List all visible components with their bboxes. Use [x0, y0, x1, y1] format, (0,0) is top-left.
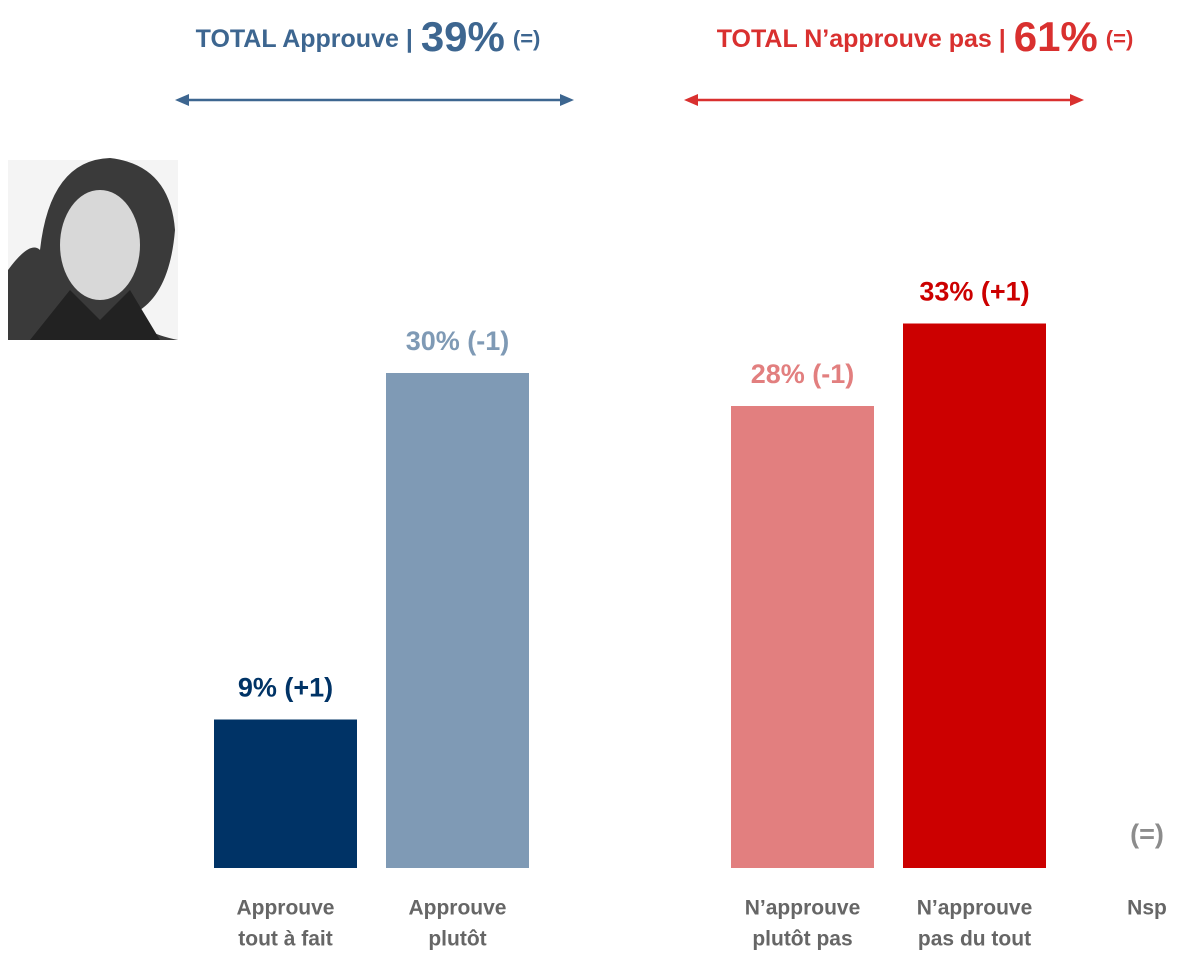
value-label: 30% (-1)	[406, 326, 510, 356]
total-header: TOTAL Approuve | 39% (=)	[196, 13, 541, 60]
chart: TOTAL Approuve |39%(=)TOTAL N’approuve p…	[0, 0, 1190, 955]
total-label: TOTAL N’approuve pas |	[717, 25, 1006, 53]
category-label: N’approuve	[917, 897, 1033, 920]
category-label: Approuve	[408, 897, 506, 920]
value-label: 28% (-1)	[751, 359, 855, 389]
category-label: tout à fait	[238, 928, 333, 951]
approve-arrow	[175, 94, 574, 106]
disapprove-arrow	[684, 94, 1084, 106]
bar	[731, 406, 874, 868]
portrait	[8, 158, 178, 340]
bar	[903, 324, 1046, 869]
total-change: (=)	[513, 26, 541, 51]
value-label: 9% (+1)	[238, 673, 333, 703]
total-header: TOTAL N’approuve pas | 61% (=)	[717, 13, 1134, 60]
total-value: 61%	[1014, 13, 1098, 60]
category-label: N’approuve	[745, 897, 861, 920]
category-label: plutôt pas	[752, 928, 852, 951]
total-label: TOTAL Approuve |	[196, 25, 413, 53]
category-label: pas du tout	[918, 928, 1031, 951]
category-label: Approuve	[236, 897, 334, 920]
value-label: (=)	[1130, 819, 1164, 849]
bar	[386, 373, 529, 868]
bar	[214, 720, 357, 869]
value-label: 33% (+1)	[919, 277, 1029, 307]
total-change: (=)	[1106, 26, 1134, 51]
total-value: 39%	[421, 13, 505, 60]
category-label: Nsp	[1127, 897, 1167, 920]
category-label: plutôt	[428, 928, 486, 951]
